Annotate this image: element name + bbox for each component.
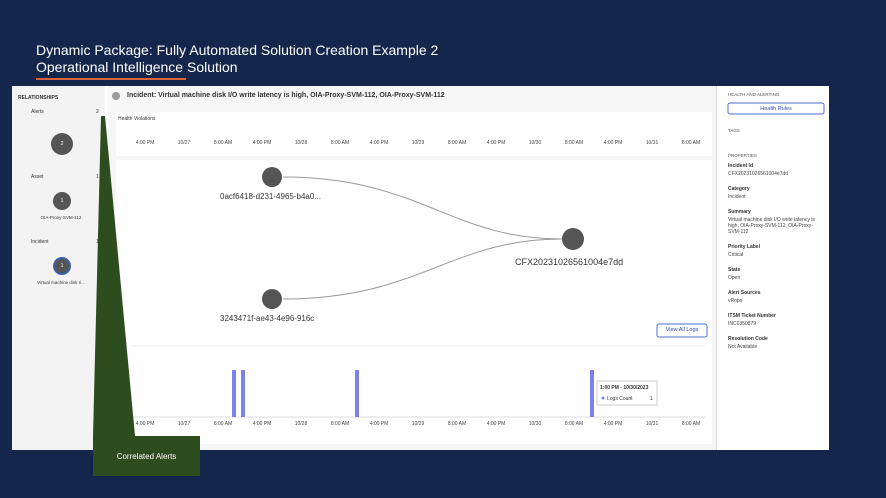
- property-value: Open: [728, 275, 741, 281]
- health-label: Health Violations: [118, 116, 156, 122]
- edge: [282, 238, 563, 300]
- tick-label: 10/31: [645, 140, 659, 146]
- group-caption: OIA-Proxy-SVM-112: [40, 215, 82, 220]
- property-name: Summary: [728, 209, 751, 215]
- tick-label: 8:00 AM: [213, 140, 233, 146]
- node-label: CFX20231026561004e7dd: [515, 257, 624, 267]
- log-bar: [232, 370, 236, 417]
- tick-label: 4:00 PM: [603, 421, 623, 427]
- underline: [36, 78, 186, 80]
- tick-label: 4:00 PM: [369, 421, 389, 427]
- tick-label: 4:00 PM: [135, 140, 155, 146]
- tick-label: 10/31: [645, 421, 659, 427]
- property-value: Incident: [728, 194, 746, 200]
- tick-label: 10/27: [177, 421, 191, 427]
- view-logs[interactable]: View All Logs: [665, 327, 699, 333]
- property-value: INC0350879: [728, 321, 757, 327]
- property-value: vRops: [728, 298, 743, 304]
- property-name: State: [728, 267, 741, 273]
- info-icon: [112, 92, 120, 100]
- property-value: Critical: [728, 252, 744, 258]
- log-bar: [355, 370, 359, 417]
- tooltip-dot: [601, 396, 605, 400]
- property-name: ITSM Ticket Number: [728, 313, 776, 319]
- tick-label: 8:00 AM: [447, 140, 467, 146]
- group-node[interactable]: 2: [51, 133, 73, 155]
- node-label: 0acf6418-d231-4965-b4a0...: [220, 192, 321, 201]
- property-name: Incident Id: [728, 163, 753, 169]
- group-count: 1: [96, 174, 99, 180]
- group-count: 2: [96, 109, 99, 115]
- sidebar-title: RELATIONSHIPS: [18, 95, 59, 101]
- group-node[interactable]: 1: [53, 192, 71, 210]
- tick-label: 4:00 PM: [486, 421, 506, 427]
- edge: [282, 176, 563, 240]
- node-label: 3243471f-ae43-4e96-916c: [220, 314, 315, 323]
- group-count: 1: [96, 239, 99, 245]
- view-logs-button[interactable]: [656, 323, 708, 338]
- section-title: HEALTH AND ALERTING: [728, 92, 780, 97]
- tick-label: 4:00 PM: [135, 421, 155, 427]
- tooltip-value: 1: [650, 396, 653, 402]
- tooltip-label: Logs Count: [607, 396, 633, 402]
- tick-label: 10/28: [294, 140, 308, 146]
- tags-title: TAGS: [728, 128, 740, 133]
- slide-title: Dynamic Package: Fully Automated Solutio…: [36, 42, 439, 58]
- tick-label: 4:00 PM: [486, 140, 506, 146]
- tick-label: 8:00 AM: [213, 421, 233, 427]
- tick-label: 10/27: [177, 140, 191, 146]
- tooltip: [596, 380, 658, 406]
- tick-label: 10/29: [411, 421, 425, 427]
- properties-title: PROPERTIES: [728, 153, 757, 158]
- tick-label: 10/29: [411, 140, 425, 146]
- graph-area: [116, 160, 712, 320]
- group-label[interactable]: Alerts: [31, 109, 44, 115]
- health-rules-button[interactable]: [727, 102, 825, 115]
- log-bar: [590, 370, 594, 417]
- log-bar: [241, 370, 245, 417]
- health-strip: [116, 112, 712, 156]
- group-node[interactable]: 1: [53, 257, 71, 275]
- tick-label: 4:00 PM: [252, 140, 272, 146]
- property-name: Alert Sources: [728, 290, 761, 296]
- right-panel: [716, 86, 829, 450]
- tick-label: 10/28: [294, 421, 308, 427]
- group-label[interactable]: Asset: [31, 174, 44, 180]
- health-rules[interactable]: Health Rules: [760, 106, 792, 112]
- tick-label: 4:00 PM: [252, 421, 272, 427]
- tick-label: 10/30: [528, 140, 542, 146]
- group-label[interactable]: Incident: [31, 239, 49, 245]
- graph-node[interactable]: [262, 289, 282, 309]
- property-value: CFX20231026561004e7dd: [728, 171, 789, 177]
- tick-label: 8:00 AM: [564, 421, 584, 427]
- callout-text: Correlated Alerts: [116, 452, 177, 461]
- property-name: Priority Label: [728, 244, 760, 250]
- graph-node[interactable]: [562, 228, 584, 250]
- property-value: Virtual machine disk I/O write latency i…: [728, 217, 815, 235]
- tick-label: 4:00 PM: [603, 140, 623, 146]
- tick-label: 8:00 AM: [564, 140, 584, 146]
- property-value: Not Available: [728, 344, 758, 350]
- group-caption: Virtual machine disk I/...: [37, 280, 85, 285]
- tick-label: 4:00 PM: [369, 140, 389, 146]
- tick-label: 8:00 AM: [681, 140, 701, 146]
- tick-label: 8:00 AM: [330, 140, 350, 146]
- incident-title: Incident: Virtual machine disk I/O write…: [127, 92, 445, 99]
- tick-label: 8:00 AM: [447, 421, 467, 427]
- graph-node[interactable]: [262, 167, 282, 187]
- slide-subtitle: Operational Intelligence Solution: [36, 59, 238, 75]
- callout-pointer: [93, 116, 135, 436]
- tick-label: 8:00 AM: [330, 421, 350, 427]
- tooltip-time: 1:00 PM - 10/30/2023: [600, 385, 649, 391]
- property-name: Category: [728, 186, 750, 192]
- property-name: Resolution Code: [728, 336, 768, 342]
- tick-label: 10/30: [528, 421, 542, 427]
- tick-label: 8:00 AM: [681, 421, 701, 427]
- callout-box: [93, 436, 200, 476]
